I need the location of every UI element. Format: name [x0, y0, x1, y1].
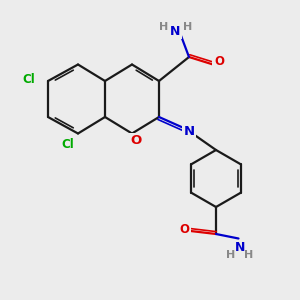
Text: H: H	[159, 22, 168, 32]
Text: H: H	[183, 22, 192, 32]
Text: O: O	[130, 134, 141, 148]
Text: H: H	[226, 250, 236, 260]
Text: O: O	[214, 55, 224, 68]
Text: N: N	[235, 241, 245, 254]
Text: N: N	[170, 25, 181, 38]
Text: O: O	[179, 223, 190, 236]
Text: Cl: Cl	[61, 137, 74, 151]
Text: N: N	[183, 125, 195, 139]
Text: H: H	[244, 250, 253, 260]
Text: Cl: Cl	[22, 73, 35, 86]
